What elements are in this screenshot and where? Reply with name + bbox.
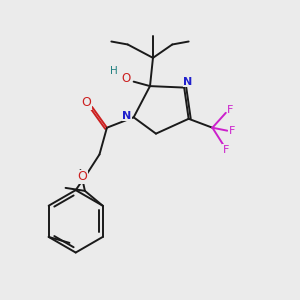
Text: O: O [77,170,87,183]
Text: H: H [110,66,118,76]
Text: F: F [223,145,229,155]
Text: N: N [122,111,132,121]
Text: F: F [229,126,235,136]
Text: O: O [122,72,131,85]
Text: F: F [227,105,233,115]
Text: N: N [183,76,192,87]
Text: O: O [81,96,91,109]
